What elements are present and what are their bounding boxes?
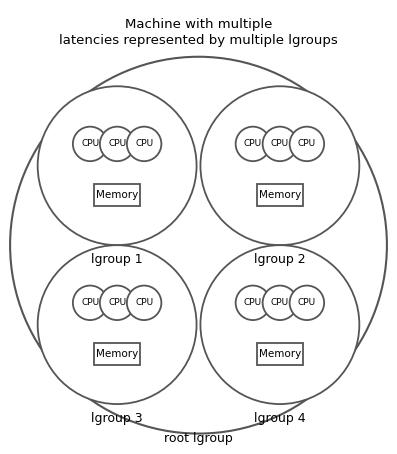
Circle shape <box>38 245 197 404</box>
Circle shape <box>73 286 107 320</box>
Circle shape <box>73 127 107 161</box>
Circle shape <box>38 86 197 245</box>
Text: lgroup 2: lgroup 2 <box>254 253 306 266</box>
Text: CPU: CPU <box>135 139 153 148</box>
Text: CPU: CPU <box>81 298 99 307</box>
Text: lgroup 3: lgroup 3 <box>91 412 143 425</box>
Circle shape <box>127 127 161 161</box>
Circle shape <box>200 86 359 245</box>
Text: CPU: CPU <box>135 298 153 307</box>
Text: latencies represented by multiple lgroups: latencies represented by multiple lgroup… <box>59 35 338 47</box>
Circle shape <box>236 286 270 320</box>
Text: CPU: CPU <box>298 298 316 307</box>
FancyBboxPatch shape <box>94 184 140 206</box>
FancyBboxPatch shape <box>257 343 303 365</box>
Text: lgroup 1: lgroup 1 <box>91 253 143 266</box>
Text: CPU: CPU <box>298 139 316 148</box>
Text: CPU: CPU <box>271 298 289 307</box>
Circle shape <box>127 286 161 320</box>
Circle shape <box>200 245 359 404</box>
Text: CPU: CPU <box>244 298 262 307</box>
Text: CPU: CPU <box>271 139 289 148</box>
Text: lgroup 4: lgroup 4 <box>254 412 306 425</box>
Text: Memory: Memory <box>96 349 138 359</box>
Text: CPU: CPU <box>108 139 126 148</box>
FancyBboxPatch shape <box>257 184 303 206</box>
Text: Memory: Memory <box>259 190 301 200</box>
Text: root lgroup: root lgroup <box>164 432 233 444</box>
Text: Machine with multiple: Machine with multiple <box>125 19 272 31</box>
Circle shape <box>263 286 297 320</box>
Text: CPU: CPU <box>81 139 99 148</box>
Text: Memory: Memory <box>96 190 138 200</box>
Circle shape <box>263 127 297 161</box>
Text: CPU: CPU <box>108 298 126 307</box>
Text: CPU: CPU <box>244 139 262 148</box>
Circle shape <box>100 127 134 161</box>
FancyBboxPatch shape <box>94 343 140 365</box>
Circle shape <box>236 127 270 161</box>
Circle shape <box>290 127 324 161</box>
Circle shape <box>290 286 324 320</box>
Circle shape <box>100 286 134 320</box>
Text: Memory: Memory <box>259 349 301 359</box>
